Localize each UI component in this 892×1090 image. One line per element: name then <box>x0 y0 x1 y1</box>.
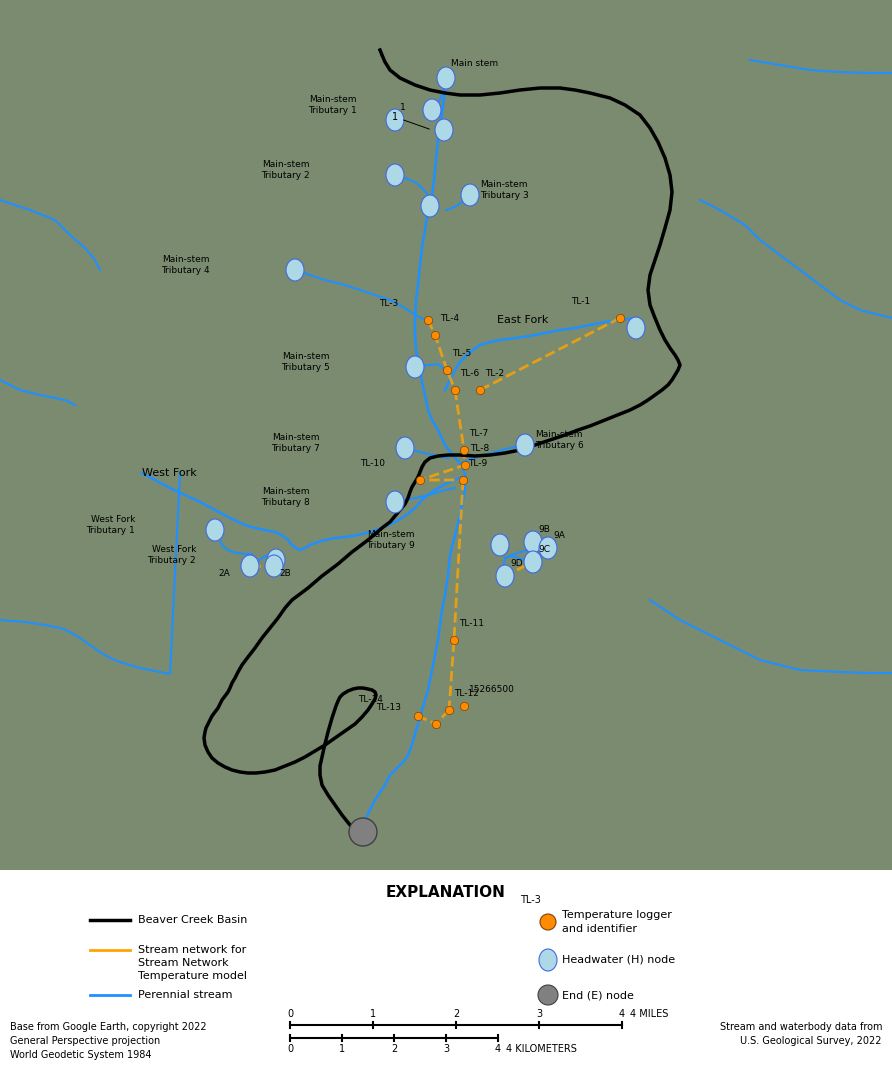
Text: 2: 2 <box>391 1044 397 1054</box>
Ellipse shape <box>435 119 453 141</box>
Text: Main-stem
Tributary 2: Main-stem Tributary 2 <box>261 160 310 180</box>
Ellipse shape <box>386 490 404 513</box>
Text: Main-stem
Tributary 8: Main-stem Tributary 8 <box>261 487 310 507</box>
Text: TL-12: TL-12 <box>454 689 479 698</box>
Text: 4 KILOMETERS: 4 KILOMETERS <box>506 1044 577 1054</box>
Text: Main-stem
Tributary 5: Main-stem Tributary 5 <box>281 352 330 372</box>
Ellipse shape <box>386 164 404 186</box>
Text: TL-3: TL-3 <box>379 299 398 308</box>
Text: End (E) node: End (E) node <box>562 990 634 1000</box>
Text: 0: 0 <box>287 1044 293 1054</box>
Ellipse shape <box>206 519 224 541</box>
Text: Temperature logger
and identifier: Temperature logger and identifier <box>562 910 672 934</box>
Text: 2B: 2B <box>279 569 291 579</box>
Text: Main-stem
Tributary 3: Main-stem Tributary 3 <box>480 180 529 199</box>
Text: 4: 4 <box>619 1009 625 1019</box>
Text: 15266500: 15266500 <box>469 685 515 694</box>
Ellipse shape <box>423 99 441 121</box>
Text: 1: 1 <box>339 1044 345 1054</box>
Text: 3: 3 <box>536 1009 542 1019</box>
Text: Beaver Creek Basin: Beaver Creek Basin <box>138 915 247 925</box>
Ellipse shape <box>421 195 439 217</box>
Text: TL-10: TL-10 <box>360 459 385 468</box>
Text: TL-13: TL-13 <box>376 703 401 712</box>
Text: 1: 1 <box>400 104 406 112</box>
Text: Base from Google Earth, copyright 2022
General Perspective projection
World Geod: Base from Google Earth, copyright 2022 G… <box>10 1022 207 1059</box>
Ellipse shape <box>386 109 404 131</box>
Ellipse shape <box>406 356 424 378</box>
Ellipse shape <box>265 555 283 577</box>
Text: Headwater (H) node: Headwater (H) node <box>562 955 675 965</box>
Text: Main-stem
Tributary 7: Main-stem Tributary 7 <box>271 434 320 452</box>
Text: Main-stem
Tributary 4: Main-stem Tributary 4 <box>161 255 210 275</box>
Text: West Fork
Tributary 1: West Fork Tributary 1 <box>87 516 135 535</box>
Text: TL-3: TL-3 <box>520 895 541 905</box>
Ellipse shape <box>491 534 509 556</box>
Text: 3: 3 <box>443 1044 449 1054</box>
Text: 0: 0 <box>287 1009 293 1019</box>
Text: 9D: 9D <box>510 559 523 569</box>
Ellipse shape <box>627 317 645 339</box>
Text: TL-5: TL-5 <box>452 349 471 358</box>
Text: 9B: 9B <box>538 525 549 534</box>
Text: TL-8: TL-8 <box>470 444 489 453</box>
Ellipse shape <box>524 531 542 553</box>
Text: Perennial stream: Perennial stream <box>138 990 233 1000</box>
Text: East Fork: East Fork <box>497 315 549 325</box>
Text: 2: 2 <box>453 1009 459 1019</box>
Text: TL-4: TL-4 <box>440 314 459 323</box>
Text: Main stem: Main stem <box>451 60 498 69</box>
Text: Main-stem
Tributary 6: Main-stem Tributary 6 <box>535 431 583 450</box>
Circle shape <box>540 915 556 930</box>
Text: TL-9: TL-9 <box>468 459 487 468</box>
Text: TL-14: TL-14 <box>358 695 383 704</box>
Ellipse shape <box>396 437 414 459</box>
Text: 4: 4 <box>495 1044 501 1054</box>
Text: Stream network for
Stream Network
Temperature model: Stream network for Stream Network Temper… <box>138 945 247 981</box>
Text: 2A: 2A <box>219 569 230 579</box>
Text: Stream and waterbody data from
U.S. Geological Survey, 2022: Stream and waterbody data from U.S. Geol… <box>720 1022 882 1046</box>
Text: TL-1: TL-1 <box>571 296 590 306</box>
Text: TL-2: TL-2 <box>485 370 504 378</box>
Circle shape <box>349 818 377 846</box>
Ellipse shape <box>437 66 455 89</box>
Ellipse shape <box>524 552 542 573</box>
Ellipse shape <box>241 555 259 577</box>
Ellipse shape <box>286 259 304 281</box>
Ellipse shape <box>496 565 514 588</box>
Ellipse shape <box>539 949 557 971</box>
Text: TL-7: TL-7 <box>469 429 488 438</box>
Ellipse shape <box>267 549 285 571</box>
Text: EXPLANATION: EXPLANATION <box>386 885 506 900</box>
Ellipse shape <box>539 537 557 559</box>
Text: TL-11: TL-11 <box>459 619 484 628</box>
Ellipse shape <box>516 434 534 456</box>
Text: TL-6: TL-6 <box>460 370 479 378</box>
Text: 1: 1 <box>392 112 429 129</box>
Text: Main-stem
Tributary 9: Main-stem Tributary 9 <box>367 531 415 549</box>
Text: 9C: 9C <box>538 545 550 555</box>
Text: 1: 1 <box>370 1009 376 1019</box>
Circle shape <box>538 985 558 1005</box>
Ellipse shape <box>461 184 479 206</box>
Text: West Fork
Tributary 2: West Fork Tributary 2 <box>147 545 196 565</box>
Text: Main-stem
Tributary 1: Main-stem Tributary 1 <box>309 95 357 114</box>
Text: West Fork: West Fork <box>142 468 197 479</box>
Text: 9A: 9A <box>553 532 565 541</box>
Text: 4 MILES: 4 MILES <box>630 1009 668 1019</box>
